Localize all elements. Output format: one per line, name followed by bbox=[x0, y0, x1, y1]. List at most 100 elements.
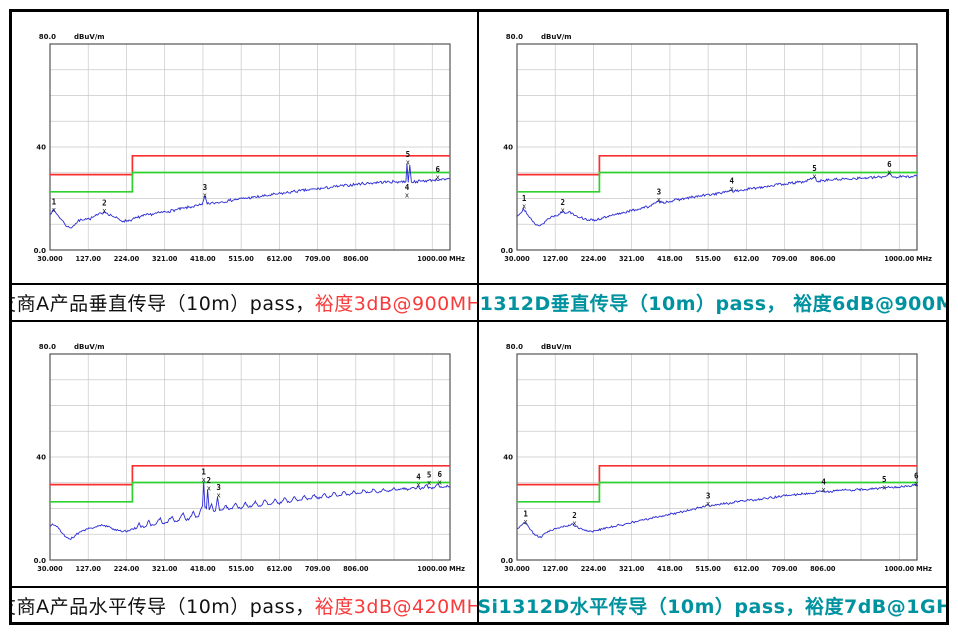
y-axis-unit-label: dBuV/m bbox=[541, 343, 572, 351]
marker-x-icon: x bbox=[882, 483, 886, 491]
x-axis-tick-label: 127.00 bbox=[543, 565, 569, 573]
x-axis-tick-label: 224.00 bbox=[114, 255, 140, 263]
marker-x-icon: x bbox=[427, 479, 431, 487]
marker-number: 4 bbox=[730, 177, 735, 186]
x-axis-tick-label: 709.00 bbox=[305, 565, 331, 573]
y-axis-unit-label: dBuV/m bbox=[74, 343, 105, 351]
x-axis-tick-label: 709.00 bbox=[305, 255, 331, 263]
axis-labels: 80.0 dBuV/m 40 0.030.000 127.00 224.00 321.00 4… bbox=[34, 343, 466, 573]
y-axis-bottom-label: 0.0 bbox=[501, 247, 514, 255]
x-axis-tick-label: 321.00 bbox=[619, 565, 645, 573]
x-axis-tick-label: 612.00 bbox=[267, 255, 293, 263]
x-axis-tick-label: 1000.00 bbox=[417, 255, 447, 263]
x-axis-unit-label: MHz bbox=[916, 255, 932, 263]
x-axis-tick-label: 418.00 bbox=[657, 255, 683, 263]
marker-x-icon: x bbox=[217, 492, 221, 500]
marker-x-icon: x bbox=[730, 185, 734, 193]
marker-number: 6 bbox=[914, 471, 919, 480]
measurement-trace bbox=[49, 163, 451, 229]
marker-x-icon: x bbox=[522, 203, 526, 211]
x-axis-tick-label: 515.00 bbox=[228, 565, 254, 573]
x-axis-tick-label: 1000.00 bbox=[417, 565, 447, 573]
marker-number: 2 bbox=[572, 511, 577, 520]
comparison-table: 1 x 2 x 3 x 4 x 5 x 6 x 80.0 dBuV/m 40 0.0 30.000 127.00 2… bbox=[9, 9, 949, 625]
x-axis-tick-label: 127.00 bbox=[76, 565, 102, 573]
marker-number: 5 bbox=[427, 471, 432, 480]
marker-x-icon: x bbox=[207, 484, 211, 492]
caption-segment: 友商A产品水平传导（10m）pass， bbox=[12, 595, 315, 618]
marker-number: 5 bbox=[882, 475, 887, 484]
margin-line-green bbox=[50, 171, 450, 193]
margin-line-green bbox=[517, 171, 917, 193]
marker-number: 1 bbox=[201, 468, 206, 477]
y-axis-mid-label: 40 bbox=[36, 454, 46, 462]
caption-nsi1312d-vertical: NSi1312D垂直传导（10m）pass， 裕度6dB@900MHz bbox=[479, 285, 946, 322]
margin-line-green bbox=[517, 481, 917, 503]
marker-number: 2 bbox=[102, 199, 107, 208]
gridlines bbox=[49, 43, 450, 251]
marker-x-icon: x bbox=[821, 486, 825, 494]
axis-labels: 80.0 dBuV/m 40 0.030.000 127.00 224.00 321.00 4… bbox=[34, 33, 466, 263]
marker-x-icon: x bbox=[561, 206, 565, 214]
marker-number: 3 bbox=[203, 183, 208, 192]
x-axis-tick-label: 612.00 bbox=[734, 255, 760, 263]
y-axis-top-label: 80.0 bbox=[506, 33, 523, 41]
limit-line-red bbox=[517, 154, 917, 176]
marker-x-icon: x bbox=[102, 207, 106, 215]
x-axis-tick-label: 30.000 bbox=[504, 565, 530, 573]
y-axis-mid-label: 40 bbox=[503, 454, 513, 462]
x-axis-unit-label: MHz bbox=[449, 255, 465, 263]
plot-border bbox=[49, 353, 451, 561]
y-axis-unit-label: dBuV/m bbox=[541, 33, 572, 41]
x-axis-tick-label: 1000.00 bbox=[884, 255, 914, 263]
caption-segment: NSi1312D水平传导（10m）pass， bbox=[479, 595, 805, 618]
marker-x-icon: x bbox=[416, 481, 420, 489]
marker-x-icon: x bbox=[914, 480, 918, 488]
marker-x-icon: x bbox=[887, 168, 891, 176]
caption-segment: 友商A产品垂直传导（10m）pass， bbox=[12, 293, 315, 315]
marker-number: 3 bbox=[706, 491, 711, 500]
y-axis-bottom-label: 0.0 bbox=[501, 557, 514, 565]
caption-vendor-a-horizontal: 友商A产品水平传导（10m）pass， 裕度3dB@420MHz bbox=[12, 588, 479, 622]
x-axis-tick-label: 709.00 bbox=[772, 565, 798, 573]
x-axis-tick-label: 224.00 bbox=[114, 565, 140, 573]
marker-number: 1 bbox=[522, 194, 527, 203]
x-axis-tick-label: 612.00 bbox=[734, 565, 760, 573]
x-axis-tick-label: 806.00 bbox=[343, 565, 369, 573]
margin-line-green bbox=[50, 481, 450, 503]
x-axis-tick-label: 321.00 bbox=[152, 255, 178, 263]
y-axis-unit-label: dBuV/m bbox=[74, 33, 105, 41]
gridlines bbox=[516, 43, 917, 251]
limit-line-red bbox=[50, 464, 450, 486]
marker-number: 2 bbox=[207, 476, 212, 485]
marker-x-icon: x bbox=[657, 196, 661, 204]
x-axis-tick-label: 321.00 bbox=[619, 255, 645, 263]
x-axis-tick-label: 515.00 bbox=[228, 255, 254, 263]
marker-number: 5 bbox=[812, 164, 817, 173]
marker-x-icon: x bbox=[202, 476, 206, 484]
caption-segment: 裕度7dB@1GHz bbox=[804, 595, 946, 618]
limit-line-red bbox=[517, 464, 917, 486]
caption-segment: NSi1312D垂直传导（10m）pass， bbox=[479, 293, 787, 315]
marker-number: 5 bbox=[406, 150, 411, 159]
chart-cell-vendor-a-horizontal: 1 x 2 x 3 x 4 x 5 x 6 x 80.0 dBuV/m 40 0.0 30.000 127.00 2… bbox=[12, 322, 479, 588]
y-axis-mid-label: 40 bbox=[503, 144, 513, 152]
x-axis-tick-label: 806.00 bbox=[810, 565, 836, 573]
caption-segment: 裕度3dB@420MHz bbox=[314, 595, 479, 618]
caption-nsi1312d-horizontal: NSi1312D水平传导（10m）pass，裕度7dB@1GHz bbox=[479, 588, 946, 622]
x-axis-tick-label: 224.00 bbox=[581, 565, 607, 573]
marker-x-icon: x bbox=[436, 173, 440, 181]
x-axis-tick-label: 30.000 bbox=[37, 565, 63, 573]
x-axis-tick-label: 418.00 bbox=[190, 255, 216, 263]
marker-number: 1 bbox=[523, 509, 528, 518]
marker-number: 4 bbox=[821, 477, 826, 486]
marker-number: 1 bbox=[52, 197, 57, 206]
gridlines bbox=[49, 353, 450, 561]
marker-x-icon: x bbox=[203, 191, 207, 199]
marker-x-icon: x bbox=[524, 518, 528, 526]
